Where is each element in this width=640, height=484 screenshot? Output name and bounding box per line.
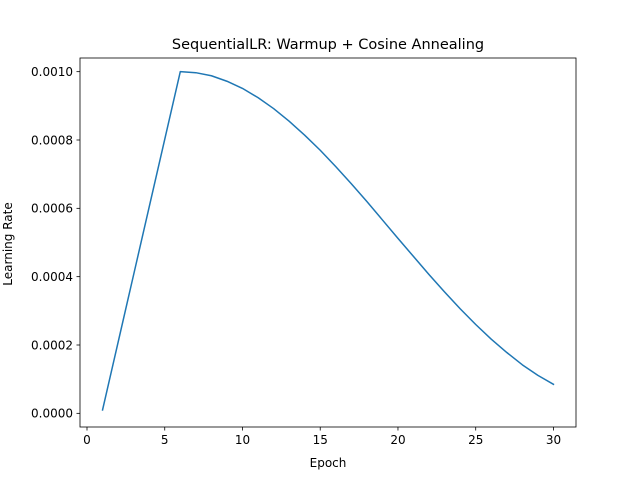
- y-axis-label: Learning Rate: [1, 202, 15, 285]
- x-tick-label: 0: [83, 433, 91, 447]
- chart-title: SequentialLR: Warmup + Cosine Annealing: [172, 37, 484, 53]
- y-tick-label: 0.0008: [31, 133, 73, 147]
- x-tick-label: 20: [390, 433, 405, 447]
- x-tick-label: 15: [313, 433, 328, 447]
- y-tick-label: 0.0004: [31, 270, 73, 284]
- y-tick-label: 0.0010: [31, 65, 73, 79]
- y-tick-label: 0.0000: [31, 407, 73, 421]
- y-tick-label: 0.0006: [31, 202, 73, 216]
- x-tick-label: 25: [468, 433, 483, 447]
- x-tick-label: 10: [235, 433, 250, 447]
- plot-frame: [79, 57, 577, 428]
- x-tick-label: 5: [161, 433, 169, 447]
- x-tick-label: 30: [546, 433, 561, 447]
- x-axis-label: Epoch: [310, 456, 347, 470]
- series-line-0: [101, 70, 555, 411]
- y-tick-label: 0.0002: [31, 338, 73, 352]
- plot-area: 0 5 10 15 20 25 30 0.0000 0.0002 0.0004 0.0006 0.00…: [31, 57, 577, 447]
